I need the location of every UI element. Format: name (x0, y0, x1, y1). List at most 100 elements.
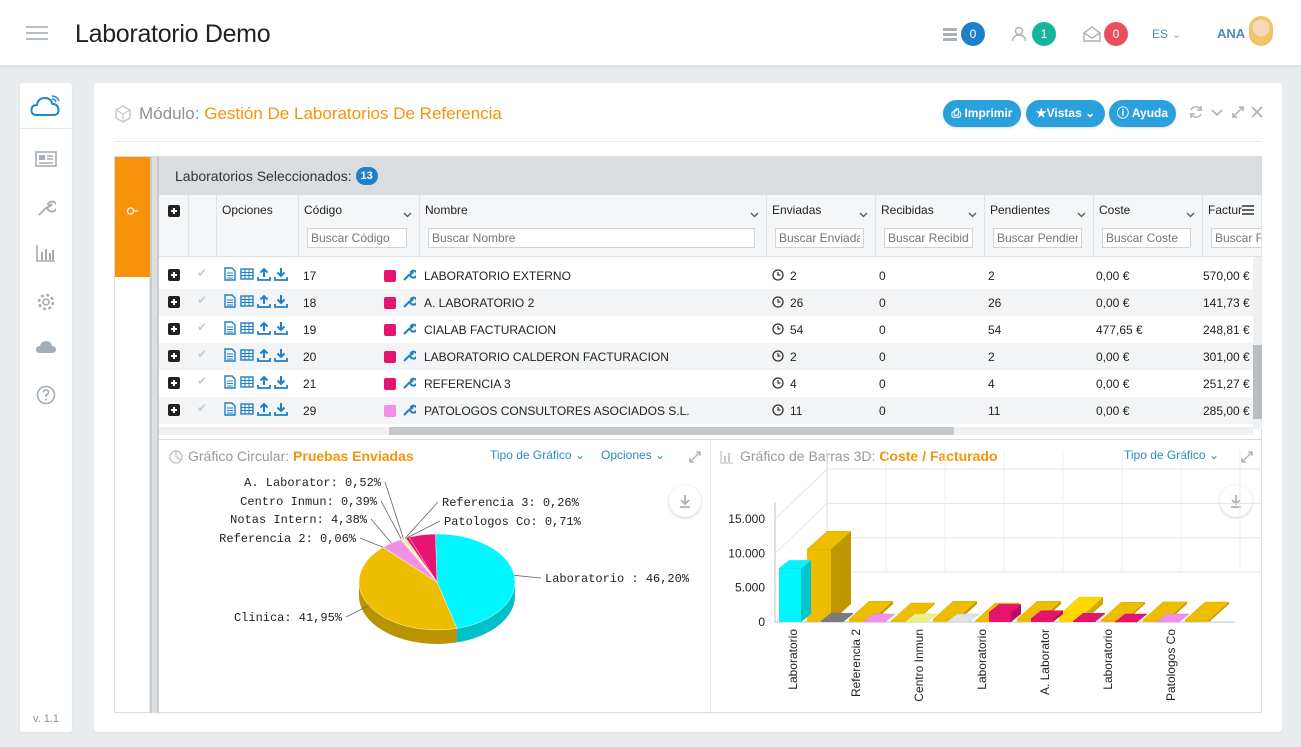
users-notifications[interactable]: 1 (1011, 22, 1056, 46)
bar[interactable] (862, 613, 896, 623)
table-row[interactable]: ✔ 18 A. LABORATORIO 2 26 0 26 0,00 € 141,73 € (159, 289, 1253, 316)
column-codigo[interactable]: Código (299, 195, 420, 257)
search-pending-input[interactable] (993, 228, 1082, 248)
wrench-icon[interactable] (402, 376, 416, 390)
expand-row-icon[interactable] (168, 323, 180, 335)
chevron-down-icon[interactable] (1186, 205, 1195, 223)
bar[interactable] (806, 531, 852, 622)
search-sent-input[interactable] (775, 228, 864, 248)
wrench-icon[interactable] (402, 268, 416, 282)
avatar[interactable] (1249, 16, 1273, 46)
upload-icon[interactable] (257, 321, 271, 335)
search-cost-input[interactable] (1102, 228, 1191, 248)
column-recibidas[interactable]: Recibidas (876, 195, 985, 257)
language-selector[interactable]: ES ⌄ (1152, 27, 1181, 41)
download-icon[interactable] (274, 321, 288, 335)
document-icon[interactable] (223, 321, 237, 335)
chevron-down-icon[interactable] (968, 205, 977, 223)
upload-icon[interactable] (257, 348, 271, 362)
wrench-icon[interactable] (402, 403, 416, 417)
help-button[interactable]: ⓘ Ayuda (1109, 100, 1176, 127)
expand-icon[interactable] (689, 451, 701, 463)
table-icon[interactable] (240, 348, 254, 362)
wrench-icon[interactable] (402, 322, 416, 336)
scrollbar-thumb[interactable] (389, 427, 954, 435)
bar[interactable] (820, 612, 854, 622)
bar[interactable] (1184, 601, 1230, 622)
column-menu-icon[interactable] (1242, 202, 1254, 220)
select-row-checkbox[interactable]: ✔ (197, 293, 208, 307)
document-icon[interactable] (223, 348, 237, 362)
scrollbar-thumb[interactable] (1253, 345, 1262, 419)
download-icon[interactable] (274, 267, 288, 281)
upload-icon[interactable] (257, 375, 271, 389)
bar[interactable] (1114, 613, 1148, 623)
upload-icon[interactable] (257, 294, 271, 308)
bar[interactable] (904, 613, 938, 623)
bar[interactable] (778, 560, 812, 622)
vertical-scrollbar[interactable] (1253, 257, 1262, 429)
mail-notifications[interactable]: 0 (1083, 22, 1128, 46)
views-button[interactable]: ★Vistas ⌄ (1026, 100, 1105, 127)
upload-icon[interactable] (257, 402, 271, 416)
pie-slice[interactable] (435, 533, 516, 629)
column-coste[interactable]: Coste (1094, 195, 1203, 257)
vertical-splitter[interactable] (150, 157, 159, 713)
search-name-input[interactable] (428, 228, 755, 248)
search-code-input[interactable] (307, 228, 407, 248)
table-icon[interactable] (240, 321, 254, 335)
download-chart-button[interactable] (669, 485, 701, 517)
expand-row-icon[interactable] (168, 269, 180, 281)
table-row[interactable]: ✔ 29 PATOLOGOS CONSULTORES ASOCIADOS S.L. 1… (159, 397, 1253, 424)
fullscreen-icon[interactable] (1230, 104, 1246, 120)
sidebar-item-tools[interactable] (34, 196, 58, 220)
menu-toggle-icon[interactable] (26, 26, 48, 40)
sidebar-item-stats[interactable] (34, 241, 58, 265)
print-button[interactable]: ⎙ Imprimir (943, 100, 1021, 127)
expand-row-icon[interactable] (168, 350, 180, 362)
select-row-checkbox[interactable]: ✔ (197, 266, 208, 280)
table-icon[interactable] (240, 294, 254, 308)
sidebar-item-settings[interactable] (34, 290, 58, 314)
expand-row-icon[interactable] (168, 377, 180, 389)
search-received-input[interactable] (884, 228, 973, 248)
table-icon[interactable] (240, 402, 254, 416)
upload-icon[interactable] (257, 267, 271, 281)
server-notifications[interactable]: 0 (942, 22, 985, 46)
download-icon[interactable] (274, 375, 288, 389)
pie-chart-type-dropdown[interactable]: Tipo de Gráfico ⌄ (490, 448, 585, 462)
sidebar-item-help[interactable] (34, 383, 58, 407)
pie-chart-options-dropdown[interactable]: Opciones ⌄ (601, 448, 665, 462)
user-name[interactable]: ANA (1217, 26, 1246, 41)
bar[interactable] (1072, 613, 1106, 622)
table-icon[interactable] (240, 375, 254, 389)
wrench-icon[interactable] (402, 349, 416, 363)
horizontal-scrollbar[interactable] (159, 427, 1253, 435)
table-row[interactable]: ✔ 19 CIALAB FACTURACION 54 0 54 477,65 € 248,81… (159, 316, 1253, 343)
table-row[interactable]: ✔ 21 REFERENCIA 3 4 0 4 0,00 € 251,27 € (159, 370, 1253, 397)
document-icon[interactable] (223, 267, 237, 281)
chevron-down-icon[interactable] (403, 205, 412, 223)
bar-chart-type-dropdown[interactable]: Tipo de Gráfico ⌄ (1124, 448, 1219, 462)
select-row-checkbox[interactable]: ✔ (197, 320, 208, 334)
table-row[interactable]: ✔ 20 LABORATORIO CALDERON FACTURACION 2 0 2 0,… (159, 343, 1253, 370)
cloud-logo[interactable] (20, 83, 72, 129)
document-icon[interactable] (223, 375, 237, 389)
chevron-down-icon[interactable] (1077, 205, 1086, 223)
select-row-checkbox[interactable]: ✔ (197, 401, 208, 415)
wrench-icon[interactable] (402, 295, 416, 309)
column-nombre[interactable]: Nombre (420, 195, 767, 257)
expand-icon[interactable] (1241, 451, 1253, 463)
download-icon[interactable] (274, 402, 288, 416)
column-enviadas[interactable]: Enviadas (767, 195, 876, 257)
select-row-checkbox[interactable]: ✔ (197, 347, 208, 361)
collapse-icon[interactable] (1209, 104, 1225, 120)
column-pendientes[interactable]: Pendientes (985, 195, 1094, 257)
sidebar-item-cloud[interactable] (34, 335, 58, 359)
table-icon[interactable] (240, 267, 254, 281)
search-billed-input[interactable] (1211, 228, 1261, 248)
download-icon[interactable] (274, 348, 288, 362)
sidebar-item-news[interactable] (34, 147, 58, 171)
bar[interactable] (1156, 613, 1190, 623)
select-row-checkbox[interactable]: ✔ (197, 374, 208, 388)
